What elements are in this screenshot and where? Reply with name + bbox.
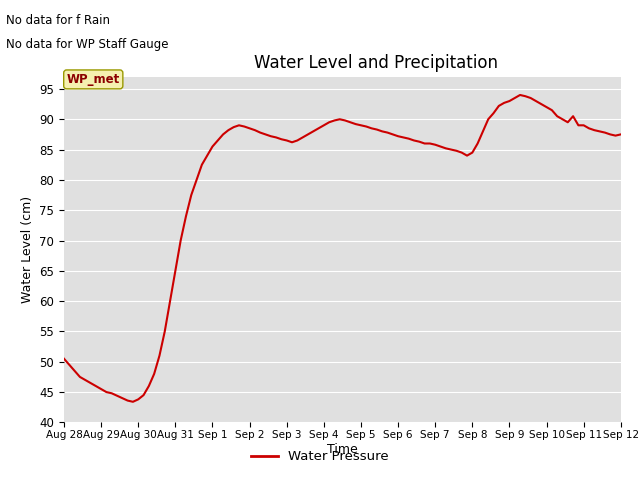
- Text: No data for WP Staff Gauge: No data for WP Staff Gauge: [6, 38, 169, 51]
- Legend: Water Pressure: Water Pressure: [246, 445, 394, 468]
- Text: No data for f Rain: No data for f Rain: [6, 14, 111, 27]
- Title: Water Level and Precipitation: Water Level and Precipitation: [254, 54, 498, 72]
- X-axis label: Time: Time: [327, 443, 358, 456]
- Y-axis label: Water Level (cm): Water Level (cm): [21, 196, 34, 303]
- Text: WP_met: WP_met: [67, 73, 120, 86]
